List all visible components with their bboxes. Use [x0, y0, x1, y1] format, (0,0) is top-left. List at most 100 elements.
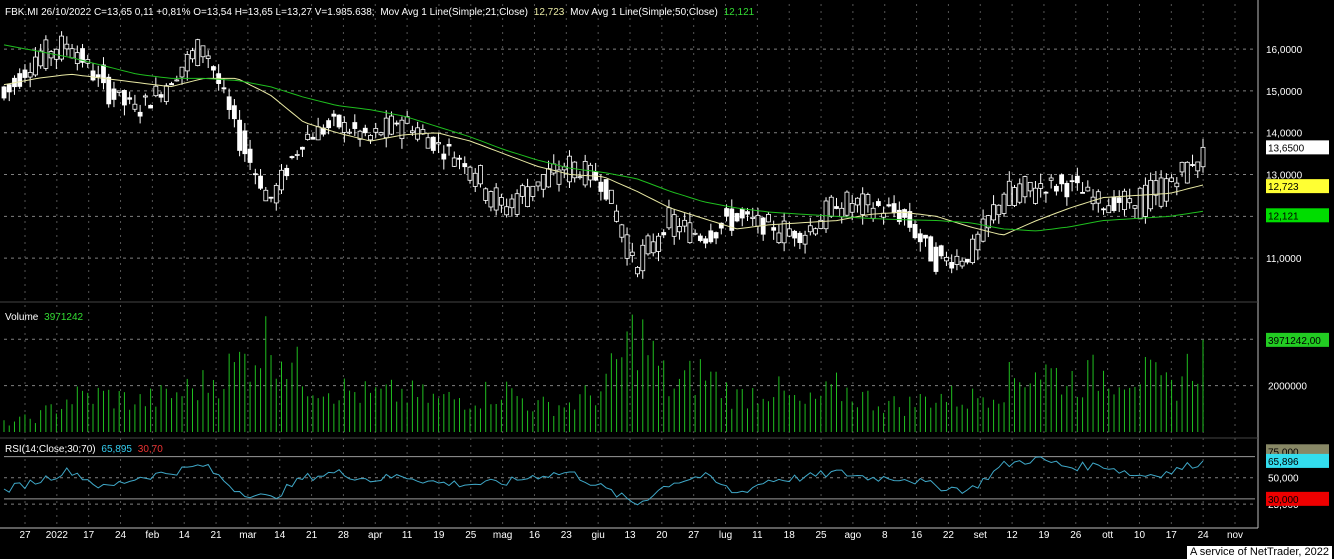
candle — [6, 83, 12, 102]
candle-body-up — [59, 35, 64, 60]
last-price-badge-box — [1266, 140, 1329, 155]
candle-body-down — [169, 83, 174, 86]
volume-panel[interactable] — [3, 314, 1204, 432]
candle-body-down — [912, 224, 918, 239]
time-tick-label: 21 — [306, 530, 318, 541]
price-panel[interactable] — [1, 31, 1206, 279]
candle — [975, 231, 981, 261]
candle — [1148, 172, 1154, 212]
time-tick-label: 28 — [338, 530, 350, 541]
candle — [561, 162, 567, 179]
candle-body-down — [352, 122, 358, 129]
candle — [430, 136, 436, 154]
candle — [1017, 178, 1023, 205]
candle — [436, 132, 441, 154]
ma21-line — [3, 73, 1204, 236]
time-tick-label: 16 — [911, 530, 923, 541]
candle — [1001, 192, 1007, 217]
candle — [169, 81, 174, 86]
volume-header: Volume 3971242 — [5, 312, 84, 323]
candle — [33, 47, 38, 77]
candle-body-down — [430, 136, 436, 151]
candle-body-down — [284, 167, 290, 177]
candle-body-up — [190, 50, 195, 60]
candle — [158, 91, 164, 103]
candle-body-down — [797, 232, 803, 244]
price-tick-label: 13,0000 — [1266, 171, 1303, 182]
candle — [530, 185, 536, 202]
candle-body-down — [938, 245, 944, 257]
rsi-value-badge-text: 65,896 — [1268, 457, 1299, 468]
candle — [572, 161, 578, 183]
candle — [268, 196, 274, 203]
candle — [567, 150, 572, 188]
candle — [954, 249, 960, 271]
candle-body-up — [650, 241, 656, 254]
candle — [483, 187, 489, 204]
candle — [766, 211, 771, 223]
candle-body-up — [132, 103, 138, 110]
candle-body-down — [101, 64, 106, 84]
time-tick-label: 23 — [561, 530, 573, 541]
time-tick-label: mag — [493, 530, 512, 541]
candle-body-down — [462, 163, 468, 168]
candle — [519, 183, 525, 204]
time-tick-label: 14 — [179, 530, 191, 541]
candle-body-up — [540, 174, 546, 190]
candle-body-down — [661, 232, 667, 236]
candle — [666, 199, 672, 231]
candle-body-up — [1158, 177, 1164, 207]
candle — [729, 199, 735, 236]
candle — [828, 194, 834, 218]
candle-body-up — [954, 255, 960, 265]
candle — [305, 124, 311, 141]
candle-body-down — [268, 196, 274, 199]
ma50-label: Mov Avg 1 Line(Simple;50;Close) — [570, 7, 718, 18]
candle — [132, 94, 138, 113]
time-tick-label: set — [974, 530, 988, 541]
candle-body-up — [399, 119, 405, 139]
rsi-lower-badge: 30,000 — [1266, 491, 1329, 506]
candle-body-up — [357, 130, 363, 140]
time-tick-label: nov — [1227, 530, 1243, 541]
candle-body-down — [902, 209, 907, 218]
candle-body-down — [310, 136, 316, 140]
candle-body-up — [341, 122, 347, 133]
rsi-upper-badge-text: 75,000 — [1268, 447, 1299, 458]
candle-body-up — [839, 207, 845, 218]
candle-body-up — [509, 198, 515, 209]
price-tick-label: 14,0000 — [1266, 129, 1303, 140]
candle-body-down — [718, 222, 724, 229]
candle-body-down — [237, 119, 243, 151]
rsi-panel[interactable] — [3, 456, 1204, 506]
time-tick-label: 25 — [465, 530, 477, 541]
candle — [635, 266, 640, 278]
axes: 16,000015,000014,000013,000012,000011,00… — [0, 0, 1329, 541]
candle-body-up — [608, 189, 614, 204]
candle — [472, 168, 478, 193]
candle — [1153, 171, 1159, 206]
candle-body-down — [106, 76, 112, 105]
candle — [1111, 190, 1117, 213]
candle-body-down — [111, 88, 117, 100]
candle-body-down — [17, 73, 23, 87]
time-tick-label: 27 — [688, 530, 700, 541]
candle-body-up — [200, 45, 206, 58]
candle — [163, 83, 169, 105]
candle — [588, 162, 593, 188]
candle-body-down — [598, 181, 604, 192]
candle — [242, 123, 248, 162]
candle-body-down — [1053, 185, 1059, 192]
candle-body-up — [849, 202, 855, 213]
candle-body-up — [389, 115, 394, 135]
candle-body-up — [844, 191, 850, 216]
candle — [928, 235, 934, 262]
candle — [1116, 190, 1122, 213]
candle-body-up — [519, 185, 525, 197]
candle-body-up — [677, 226, 682, 233]
candle — [221, 78, 227, 94]
candle-body-up — [1127, 198, 1133, 204]
candle-body-up — [970, 238, 976, 264]
candle — [467, 165, 473, 184]
